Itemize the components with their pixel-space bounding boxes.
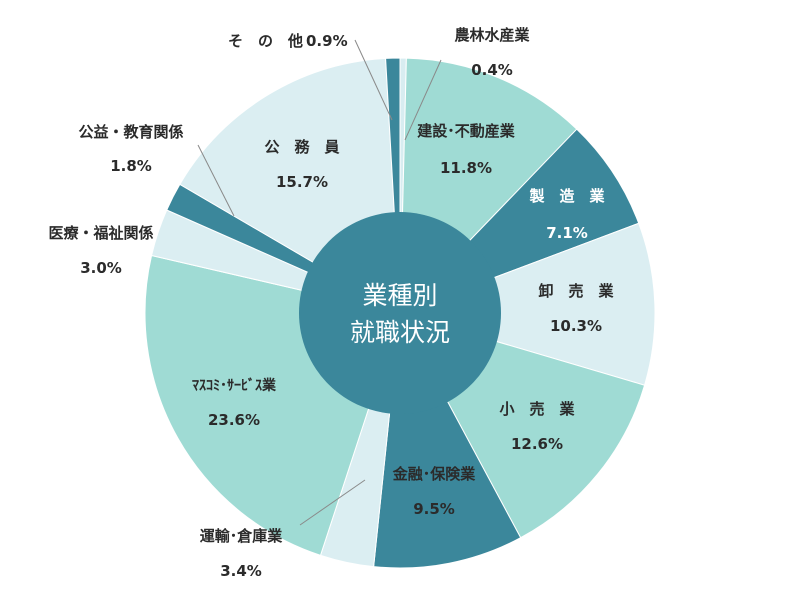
slice-label-retail: 小 売 業 (499, 400, 575, 418)
slice-percent-medical-welfare: 3.0% (80, 259, 122, 277)
leader-other (354, 39, 393, 121)
slice-label-media-services: ﾏｽｺﾐ･ｻｰﾋﾞｽ業 (192, 377, 277, 394)
slice-percent-media-services: 23.6% (208, 411, 260, 429)
slice-label-construction: 建設･不動産業 (417, 122, 516, 140)
slice-label-other: そ の 他 (228, 32, 303, 50)
slice-label-manufacturing: 製 造 業 (528, 187, 605, 205)
leader-transport (299, 479, 366, 526)
slice-percent-other: 0.9% (306, 32, 348, 50)
center-title-line-2: 就職状況 (350, 318, 450, 347)
slice-label-public-education: 公益・教育関係 (78, 123, 183, 141)
slice-label-wholesale: 卸 売 業 (538, 282, 614, 300)
slice-label-medical-welfare: 医療・福祉関係 (48, 224, 153, 242)
slice-percent-manufacturing: 7.1% (546, 224, 588, 242)
slice-label-transport: 運輸･倉庫業 (200, 527, 284, 545)
slice-percent-civil-servant: 15.7% (276, 173, 328, 191)
leader-lines (197, 39, 442, 526)
center-title-line-1: 業種別 (362, 281, 437, 310)
leader-public-education (197, 144, 235, 217)
slice-percent-wholesale: 10.3% (550, 317, 602, 335)
slice-percent-agriculture: 0.4% (471, 61, 513, 79)
slice-percent-finance: 9.5% (413, 500, 455, 518)
slice-percent-retail: 12.6% (511, 435, 563, 453)
slice-percent-construction: 11.8% (440, 159, 492, 177)
leader-agriculture (404, 59, 442, 141)
slice-wholesale (398, 222, 656, 386)
slice-percent-transport: 3.4% (220, 562, 262, 580)
slice-label-civil-servant: 公 務 員 (264, 138, 339, 156)
slice-label-agriculture: 農林水産業 (454, 26, 530, 44)
slice-label-finance: 金融･保険業 (392, 465, 477, 483)
slice-percent-public-education: 1.8% (110, 157, 152, 175)
center-circle (299, 212, 501, 414)
